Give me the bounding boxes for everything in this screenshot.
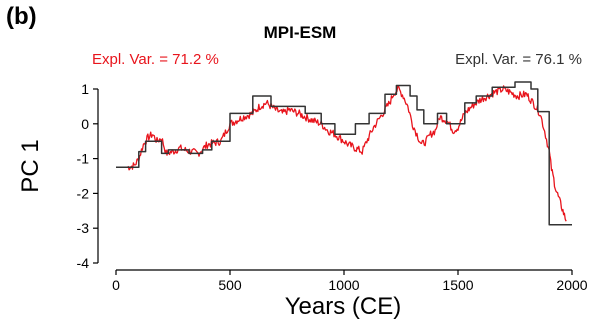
x-tick-label: 500 [218,277,242,293]
y-tick-label: -1 [77,151,90,167]
x-axis-label: Years (CE) [285,293,401,320]
explained-variance-black: Expl. Var. = 76.1 % [455,51,582,68]
series-line-black [116,81,572,226]
x-tick-label: 2000 [556,277,587,293]
chart-title: MPI-ESM [264,23,337,42]
plot-area [116,81,572,226]
y-tick-label: -3 [77,220,90,236]
y-axis: -4 -3 -2 -1 0 1 [77,81,99,271]
y-axis-label: PC 1 [17,139,44,192]
explained-variance-red: Expl. Var. = 71.2 % [92,51,219,68]
x-tick-label: 0 [112,277,120,293]
y-tick-label: 0 [81,116,89,132]
y-tick-label: 1 [81,81,89,97]
x-tick-label: 1000 [328,277,359,293]
y-tick-label: -2 [77,185,90,201]
series-line-red [126,85,567,222]
x-tick-label: 1500 [442,277,473,293]
x-axis: 0 500 1000 1500 2000 [112,269,588,293]
panel-label: (b) [6,3,37,30]
y-tick-label: -4 [77,255,90,271]
